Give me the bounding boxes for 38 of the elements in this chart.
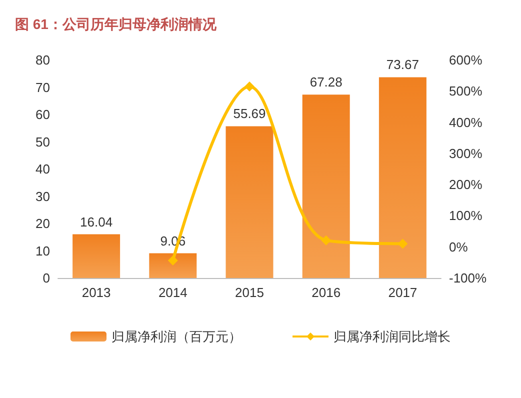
x-tick-label: 2017: [388, 285, 418, 300]
point: [168, 256, 178, 266]
y-tick-label: 50: [36, 134, 50, 150]
y2-tick-label: 500%: [449, 84, 483, 99]
y-tick-label: 30: [36, 188, 50, 204]
y-tick-label: 40: [36, 162, 50, 176]
point: [244, 81, 254, 92]
legend-label: 归属净利润（百万元）: [112, 329, 242, 344]
y-tick-label: 10: [36, 243, 50, 258]
bar: [302, 94, 350, 278]
x-tick-label: 2016: [312, 285, 341, 300]
y2-tick-label: 200%: [449, 177, 483, 192]
data-label: 16.04: [80, 214, 113, 230]
y-tick-label: 70: [36, 80, 50, 95]
bar: [72, 234, 120, 278]
x-tick-label: 2014: [158, 285, 188, 300]
point: [398, 238, 408, 249]
y2-tick-label: 600%: [449, 52, 483, 68]
x-tick-label: 2013: [82, 285, 111, 300]
data-label: 73.67: [386, 57, 419, 72]
y-tick-label: 0: [42, 270, 50, 286]
data-label: 67.28: [310, 74, 342, 90]
y2-tick-label: -100%: [449, 270, 488, 286]
bar: [149, 253, 197, 278]
y2-tick-label: 0%: [449, 239, 468, 254]
bar: [226, 126, 274, 278]
chart-title: 图 61：公司历年归母净利润情况: [15, 16, 218, 32]
y2-tick-label: 300%: [449, 146, 483, 161]
data-label: 55.69: [233, 106, 266, 122]
bar: [378, 77, 426, 278]
y-tick-label: 20: [36, 216, 50, 231]
y2-tick-label: 100%: [449, 208, 483, 224]
x-tick-label: 2015: [235, 285, 264, 300]
y-tick-label: 80: [36, 52, 50, 68]
legend-label: 归属净利润同比增长: [334, 329, 450, 344]
y-tick-label: 60: [36, 107, 50, 122]
y2-tick-label: 400%: [449, 114, 483, 130]
point: [321, 235, 332, 246]
